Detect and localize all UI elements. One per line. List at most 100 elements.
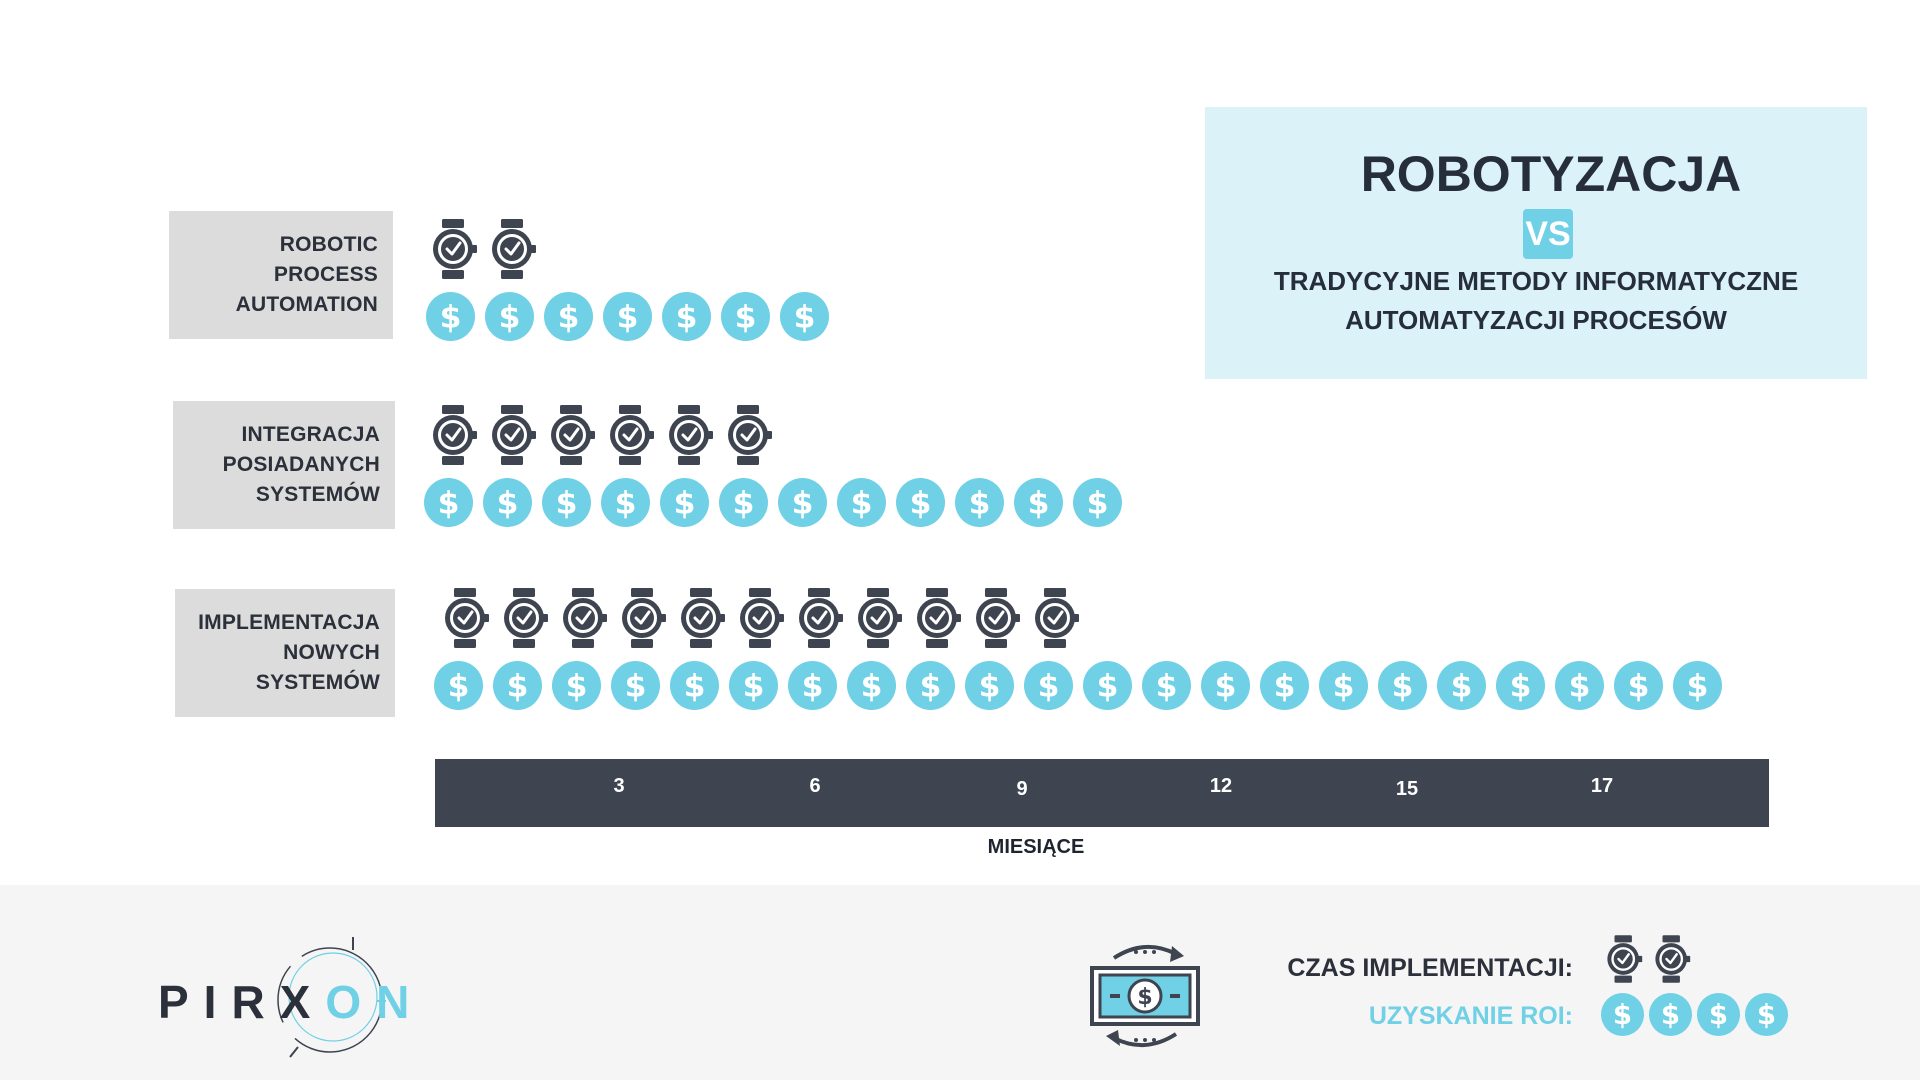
row-label-line: NOWYCH [283, 641, 380, 664]
dollar-coin-icon [1745, 993, 1788, 1036]
money-cycle-icon: $ [1088, 938, 1202, 1054]
row-label-line: SYSTEMÓW [255, 483, 380, 506]
watch-icon [796, 587, 844, 649]
months-axis: 3 6 9 12 15 17 [435, 759, 1769, 827]
dollar-coin-icon [780, 292, 829, 341]
dollar-coin-icon [847, 661, 896, 710]
dollar-coin-icon [485, 292, 534, 341]
watch-icon [1032, 587, 1080, 649]
dollar-coin-icon [670, 661, 719, 710]
dollar-coin-icon [1142, 661, 1191, 710]
watch-icon [737, 587, 785, 649]
axis-tick: 6 [809, 775, 821, 797]
dollar-coin-icon [721, 292, 770, 341]
row-label-line: SYSTEMÓW [255, 671, 380, 694]
dollar-coin-icon [434, 661, 483, 710]
dollar-coin-icon [1073, 478, 1122, 527]
vs-badge: VS [1523, 209, 1573, 259]
dollar-coin-icon [1378, 661, 1427, 710]
dollar-coin-icon [1437, 661, 1486, 710]
dollar-coin-icon [603, 292, 652, 341]
dollar-coin-icon [837, 478, 886, 527]
dollar-coin-icon [552, 661, 601, 710]
logo-text-dark: PIRX [158, 976, 326, 1028]
dollar-coin-icon [1260, 661, 1309, 710]
dollar-coin-icon [542, 478, 591, 527]
svg-text:$: $ [1137, 985, 1152, 1010]
watch-icon [607, 404, 655, 466]
watch-icon [725, 404, 773, 466]
dollar-coin-icon [1024, 661, 1073, 710]
dollar-coin-icon [1601, 993, 1644, 1036]
row-integration-time-icons [430, 404, 784, 466]
dollar-coin-icon [426, 292, 475, 341]
dollar-coin-icon [1697, 993, 1740, 1036]
dollar-coin-icon [601, 478, 650, 527]
watch-icon [489, 404, 537, 466]
dollar-coin-icon [483, 478, 532, 527]
row-label-new-systems: IMPLEMENTACJA NOWYCH SYSTEMÓW [175, 589, 395, 717]
subtitle-line-2: AUTOMATYZACJI PROCESÓW [1345, 305, 1727, 335]
page-title: ROBOTYZACJA [1360, 146, 1742, 202]
row-label-rpa: ROBOTIC PROCESS AUTOMATION [169, 211, 393, 339]
dollar-coin-icon [1496, 661, 1545, 710]
dollar-coin-icon [544, 292, 593, 341]
axis-label: MIESIĄCE [987, 836, 1085, 858]
page-subtitle: TRADYCYJNE METODY INFORMATYCZNE AUTOMATY… [1205, 262, 1867, 340]
row-label-line: INTEGRACJA [241, 423, 380, 446]
watch-icon [548, 404, 596, 466]
dollar-coin-icon [662, 292, 711, 341]
dollar-coin-icon [1614, 661, 1663, 710]
title-panel: ROBOTYZACJA VS TRADYCYJNE METODY INFORMA… [1205, 107, 1867, 379]
dollar-coin-icon [896, 478, 945, 527]
watch-icon [855, 587, 903, 649]
dollar-coin-icon [729, 661, 778, 710]
watch-icon [501, 587, 549, 649]
row-integration-roi-icons [424, 478, 1132, 527]
dollar-coin-icon [1201, 661, 1250, 710]
legend-time-icons [1605, 934, 1701, 984]
dollar-coin-icon [1673, 661, 1722, 710]
dollar-coin-icon [493, 661, 542, 710]
watch-icon [973, 587, 1021, 649]
dollar-coin-icon [955, 478, 1004, 527]
watch-icon [619, 587, 667, 649]
dollar-coin-icon [1649, 993, 1692, 1036]
watch-icon [678, 587, 726, 649]
dollar-coin-icon [719, 478, 768, 527]
watch-icon [1605, 934, 1643, 984]
dollar-coin-icon [965, 661, 1014, 710]
watch-icon [560, 587, 608, 649]
row-label-line: ROBOTIC [279, 233, 378, 256]
axis-tick: 17 [1590, 775, 1614, 797]
legend-roi-label: UZYSKANIE ROI: [1368, 1002, 1573, 1030]
row-label-integration: INTEGRACJA POSIADANYCH SYSTEMÓW [173, 401, 395, 529]
watch-icon [914, 587, 962, 649]
watch-icon [666, 404, 714, 466]
row-label-line: POSIADANYCH [222, 453, 380, 476]
dollar-coin-icon [424, 478, 473, 527]
watch-icon [430, 404, 478, 466]
subtitle-line-1: TRADYCYJNE METODY INFORMATYCZNE [1273, 266, 1799, 296]
footer [0, 885, 1920, 1080]
row-label-line: AUTOMATION [235, 293, 378, 316]
dollar-coin-icon [1319, 661, 1368, 710]
row-rpa-time-icons [430, 218, 548, 280]
dollar-coin-icon [1555, 661, 1604, 710]
row-label-line: IMPLEMENTACJA [198, 611, 380, 634]
watch-icon [430, 218, 478, 280]
axis-tick: 9 [1016, 778, 1028, 800]
dollar-coin-icon [1083, 661, 1132, 710]
axis-tick: 12 [1209, 775, 1233, 797]
row-new-systems-time-icons [442, 587, 1091, 649]
axis-tick: 15 [1395, 778, 1419, 800]
dollar-coin-icon [788, 661, 837, 710]
axis-tick: 3 [613, 775, 625, 797]
pirxon-logo: PIRXON [158, 935, 418, 1060]
legend-roi-icons [1601, 993, 1793, 1036]
dollar-coin-icon [778, 478, 827, 527]
legend-implementation-label: CZAS IMPLEMENTACJI: [1287, 954, 1573, 982]
watch-icon [489, 218, 537, 280]
row-new-systems-roi-icons [434, 661, 1732, 710]
watch-icon [442, 587, 490, 649]
